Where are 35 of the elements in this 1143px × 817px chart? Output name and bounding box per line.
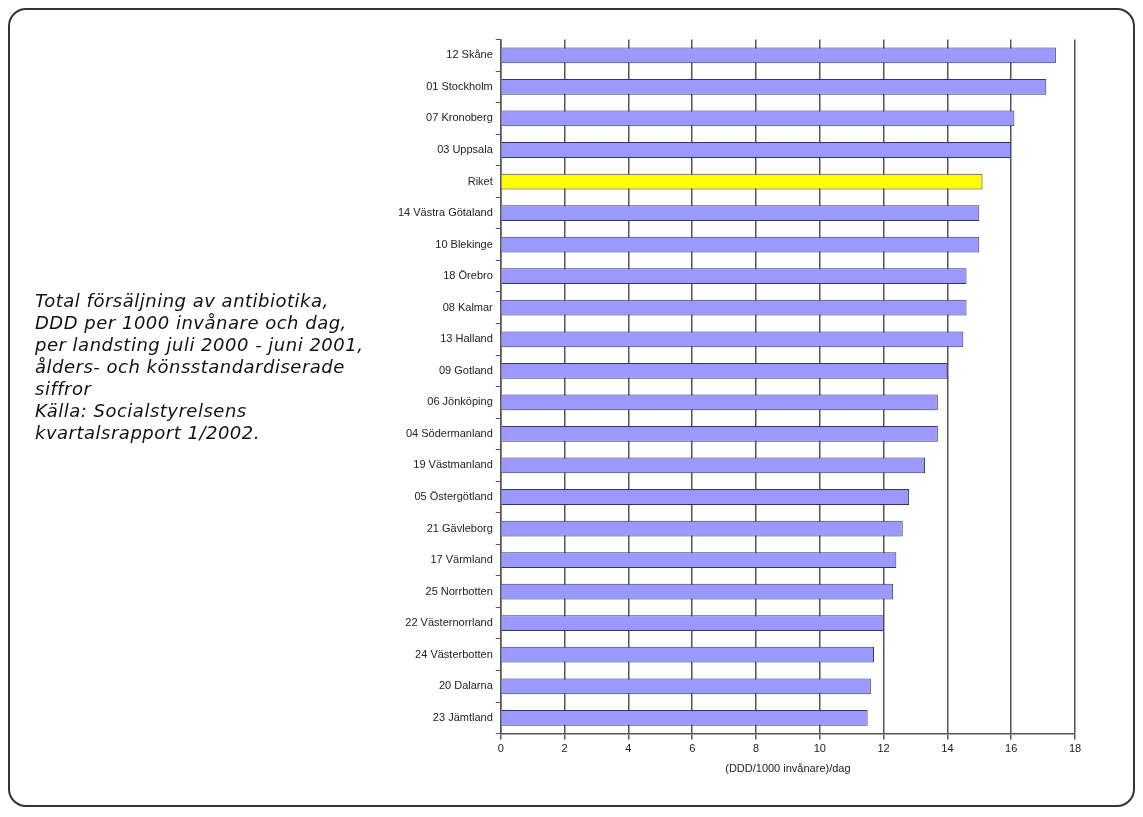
y-tick-label: 04 Södermanland <box>405 426 493 439</box>
y-tick-label: 17 Värmland <box>430 553 493 566</box>
x-tick-label: 4 <box>625 742 632 755</box>
y-tick-label: 24 Västerbotten <box>415 647 493 660</box>
y-tick-label: 19 Västmanland <box>413 458 493 471</box>
y-tick-label: 10 Blekinge <box>435 237 493 250</box>
y-tick-label: 25 Norrbotten <box>425 584 493 597</box>
text: Total försäljning av antibiotika, DDD per 1000 invånare och dag, per landsting juli 2000 - juni 2001, ålders- och könsstandardiserade siffror <box>35 290 365 400</box>
text: Källa: Socialstyrelsens kvartalsrapport 1/2002. <box>35 400 261 444</box>
x-tick-label: 6 <box>689 742 696 755</box>
x-axis-title: (DDD/1000 invånare)/dag <box>725 762 851 775</box>
y-tick-label: Riket <box>467 174 493 187</box>
y-tick-label: 03 Uppsala <box>437 143 494 156</box>
y-tick-label: 14 Västra Götaland <box>397 206 493 219</box>
y-tick-label: 05 Östergötland <box>414 490 493 503</box>
x-tick-label: 12 <box>877 742 890 755</box>
y-tick-label: 23 Jämtland <box>432 710 493 723</box>
y-tick-label: 20 Dalarna <box>438 679 494 692</box>
y-tick-label: 22 Västernorrland <box>405 616 493 629</box>
y-tick-label: 21 Gävleborg <box>426 521 493 534</box>
y-tick-label: 09 Gotland <box>438 363 493 376</box>
x-tick-label: 2 <box>561 742 568 755</box>
x-tick-label: 10 <box>813 742 826 755</box>
x-tick-label: 14 <box>941 742 954 755</box>
x-tick-label: 0 <box>497 742 504 755</box>
y-tick-label: 13 Halland <box>440 332 493 345</box>
x-tick-label: 16 <box>1005 742 1018 755</box>
y-tick-label: 01 Stockholm <box>426 79 493 92</box>
y-tick-label: 12 Skåne <box>446 48 493 61</box>
y-tick-label: 06 Jönköping <box>427 395 493 408</box>
x-tick-label: 18 <box>1068 742 1082 755</box>
x-tick-label: 8 <box>752 742 760 755</box>
y-tick-label: 18 Örebro <box>443 269 493 282</box>
y-tick-label: 08 Kalmar <box>442 300 494 313</box>
y-tick-label: 07 Kronoberg <box>426 111 493 124</box>
